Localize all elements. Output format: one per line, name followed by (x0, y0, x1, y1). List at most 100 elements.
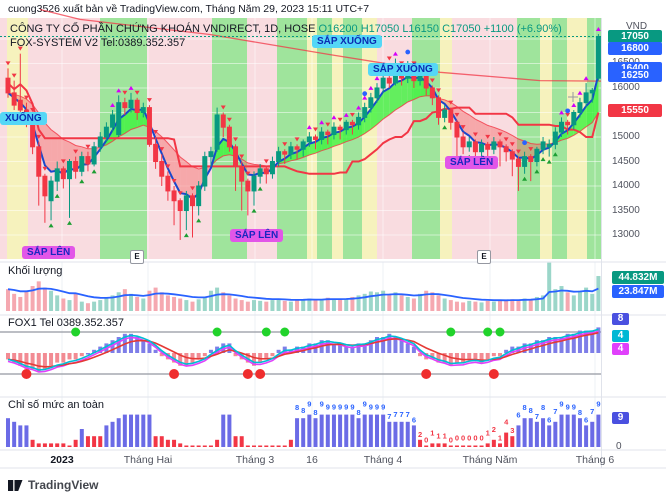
svg-text:8: 8 (301, 406, 305, 415)
svg-text:0: 0 (479, 434, 483, 443)
symbol-title-row[interactable]: CÔNG TY CỔ PHẦN CHỨNG KHOÁN VNDIRECT, 1D… (10, 23, 562, 35)
svg-text:9: 9 (375, 403, 379, 412)
price-badge: 16250 (608, 69, 662, 83)
indicator-title[interactable]: FOX-SYSTEM V2 Tel:0389.352.357 (10, 37, 186, 49)
price-tick: 13500 (612, 204, 640, 216)
price-tick: 13000 (612, 229, 640, 241)
svg-text:2: 2 (418, 430, 422, 439)
svg-text:6: 6 (412, 415, 416, 424)
svg-text:7: 7 (400, 410, 404, 419)
signal-label-sap-len: SẮP LÊN (22, 246, 76, 259)
symbol-title: CÔNG TY CỔ PHẦN CHỨNG KHOÁN VNDIRECT, 1D… (10, 23, 316, 35)
svg-text:9: 9 (338, 403, 342, 412)
safety-badge: 9 (612, 412, 629, 424)
time-tick[interactable]: Tháng 6 (575, 454, 615, 466)
svg-text:9: 9 (566, 403, 570, 412)
signal-label-sap-len: SẮP LÊN (230, 229, 284, 242)
svg-text:7: 7 (387, 412, 391, 421)
svg-text:9: 9 (350, 403, 354, 412)
svg-text:9: 9 (332, 403, 336, 412)
tradingview-logo[interactable]: TradingView (8, 477, 98, 492)
svg-text:9: 9 (596, 400, 600, 409)
svg-text:0: 0 (449, 436, 453, 445)
tradingview-logo-text: TradingView (28, 477, 99, 492)
time-tick[interactable]: Tháng Năm (462, 454, 518, 466)
fox1-pane-label[interactable]: FOX1 Tel 0389.352.357 (8, 317, 124, 329)
volume-pane-label[interactable]: Khối lượng (8, 265, 63, 277)
svg-text:1: 1 (486, 428, 490, 437)
signal-label-sap-xuong: SẮP XUỐNG (368, 63, 438, 76)
svg-text:3: 3 (510, 426, 514, 435)
signal-label-sap-xuong: SẮP XUỐNG (312, 35, 382, 48)
svg-text:4: 4 (504, 418, 509, 427)
price-tick: 14500 (612, 155, 640, 167)
fox1-hist-badge: 8 (612, 313, 629, 325)
svg-text:8: 8 (523, 403, 527, 412)
svg-text:9: 9 (369, 403, 373, 412)
safety-zero-label: 0 (616, 441, 622, 452)
svg-text:7: 7 (553, 407, 557, 416)
svg-text:6: 6 (516, 410, 520, 419)
publish-info-bar: cuong3526 xuất bản về TradingView.com, T… (0, 0, 666, 18)
svg-text:9: 9 (572, 403, 576, 412)
svg-text:8: 8 (356, 408, 360, 417)
ohlc-high: H17050 (360, 23, 400, 35)
svg-text:1: 1 (498, 433, 502, 442)
volume-ma-badge: 23.847M (612, 285, 664, 298)
svg-text:8: 8 (578, 408, 582, 417)
time-tick[interactable]: 16 (306, 454, 318, 466)
event-marker[interactable]: E (477, 250, 491, 264)
svg-text:6: 6 (584, 415, 588, 424)
price-tick: 16000 (612, 81, 640, 93)
svg-text:2: 2 (492, 425, 496, 434)
svg-text:9: 9 (363, 400, 367, 409)
svg-text:7: 7 (535, 412, 539, 421)
svg-text:8: 8 (529, 406, 533, 415)
price-badge: 16800 (608, 42, 662, 56)
svg-text:1: 1 (430, 428, 434, 437)
ohlc-open: O16200 (318, 23, 358, 35)
time-tick[interactable]: 2023 (50, 454, 74, 466)
svg-text:8: 8 (541, 403, 545, 412)
svg-text:0: 0 (467, 434, 471, 443)
ohlc-low: L16150 (402, 23, 440, 35)
time-tick[interactable]: Tháng 4 (363, 454, 403, 466)
svg-text:9: 9 (344, 403, 348, 412)
time-tick[interactable]: Tháng Hai (123, 454, 173, 466)
svg-text:0: 0 (473, 434, 477, 443)
svg-text:7: 7 (590, 407, 594, 416)
svg-text:1: 1 (436, 431, 440, 440)
svg-text:0: 0 (455, 434, 459, 443)
currency-label: VND (626, 21, 648, 32)
price-tick: 14000 (612, 180, 640, 192)
price-change: +1100 (+6.90%) (483, 23, 562, 35)
price-badge: 15550 (608, 103, 662, 117)
event-marker[interactable]: E (130, 250, 144, 264)
time-tick[interactable]: Tháng 3 (235, 454, 275, 466)
ohlc-close: C17050 (442, 23, 481, 35)
svg-text:9: 9 (559, 400, 563, 409)
svg-text:7: 7 (406, 410, 410, 419)
svg-text:1: 1 (443, 431, 447, 440)
signal-label-sap-len: SẮP LÊN (445, 156, 499, 169)
svg-text:0: 0 (461, 434, 465, 443)
volume-current-badge: 44.832M (612, 271, 664, 284)
fox1-line1-badge: 4 (612, 330, 629, 342)
svg-text:0: 0 (424, 436, 428, 445)
signal-label-sap-xuong: XUỐNG (0, 112, 47, 125)
svg-text:9: 9 (326, 403, 330, 412)
fox1-line2-badge: 4 (612, 343, 629, 355)
svg-text:7: 7 (393, 410, 397, 419)
svg-text:8: 8 (295, 403, 299, 412)
tradingview-logo-icon (8, 480, 23, 491)
svg-text:9: 9 (320, 400, 324, 409)
svg-text:8: 8 (313, 408, 317, 417)
svg-text:9: 9 (381, 403, 385, 412)
svg-text:9: 9 (307, 400, 311, 409)
price-tick: 15000 (612, 131, 640, 142)
svg-text:6: 6 (547, 415, 551, 424)
safety-pane-label[interactable]: Chỉ số mức an toàn (8, 399, 105, 411)
price-badge: 17050 (608, 30, 662, 43)
